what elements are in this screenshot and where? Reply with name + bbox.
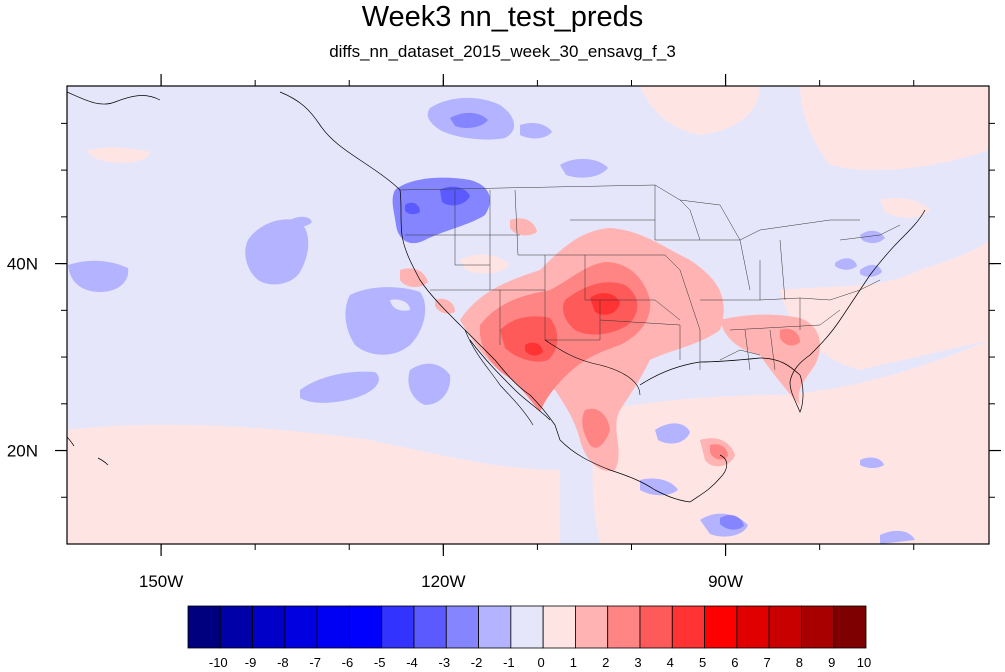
- y-axis-labels: 20N 40N: [7, 255, 38, 461]
- coastlines: [67, 91, 926, 503]
- y-tick-label: 40N: [7, 255, 38, 274]
- very-strong-red-anomalies: [525, 293, 620, 356]
- colorbar-swatch: [187, 605, 221, 649]
- colorbar-label: -8: [277, 655, 289, 670]
- colorbar-label: -3: [439, 655, 451, 670]
- colorbar: -10 -9 -8 -7 -6 -5 -4 -3 -2 -1 0 1 2 3 4 5 6 7 8 9 10: [187, 605, 871, 670]
- colorbar-swatch: [478, 605, 512, 649]
- colorbar-swatch: [510, 605, 544, 649]
- state-borders: [399, 184, 901, 371]
- colorbar-label: -10: [209, 655, 228, 670]
- colorbar-label: -5: [374, 655, 386, 670]
- colorbar-label: -2: [471, 655, 483, 670]
- colorbar-label: 4: [667, 655, 674, 670]
- colorbar-swatch: [704, 605, 738, 649]
- colorbar-swatch: [219, 605, 253, 649]
- x-axis-labels: 150W 120W 90W: [139, 572, 743, 591]
- colorbar-label: 0: [538, 655, 545, 670]
- colorbar-swatch: [542, 605, 576, 649]
- plot-subtitle: diffs_nn_dataset_2015_week_30_ensavg_f_3: [329, 42, 676, 61]
- colorbar-label: -4: [406, 655, 418, 670]
- colorbar-label: 1: [570, 655, 577, 670]
- colorbar-label: 7: [764, 655, 771, 670]
- colorbar-label: -6: [342, 655, 354, 670]
- colorbar-swatch: [639, 605, 673, 649]
- colorbar-label: 6: [731, 655, 738, 670]
- colorbar-label: 2: [602, 655, 609, 670]
- colorbar-label: 3: [634, 655, 641, 670]
- colorbar-label: -9: [245, 655, 257, 670]
- map-frame: [66, 85, 990, 545]
- colorbar-swatch: [445, 605, 479, 649]
- colorbar-label: -1: [503, 655, 515, 670]
- colorbar-swatch: [575, 605, 609, 649]
- colorbar-label: 9: [828, 655, 835, 670]
- colorbar-swatch: [768, 605, 802, 649]
- colorbar-swatch: [801, 605, 835, 649]
- colorbar-label: 10: [857, 655, 871, 670]
- x-tick-label: 120W: [421, 572, 465, 591]
- colorbar-swatch: [671, 605, 705, 649]
- colorbar-swatch: [736, 605, 770, 649]
- colorbar-swatch: [284, 605, 318, 649]
- weak-positive-anomalies: [67, 86, 989, 544]
- mexico-outline: [464, 329, 641, 426]
- colorbar-swatch: [833, 605, 867, 649]
- colorbar-label: 5: [699, 655, 706, 670]
- colorbar-swatch: [381, 605, 415, 649]
- anomaly-field: [67, 86, 989, 544]
- colorbar-swatch: [607, 605, 641, 649]
- x-tick-label: 150W: [139, 572, 183, 591]
- y-tick-label: 20N: [7, 442, 38, 461]
- colorbar-swatch: [316, 605, 350, 649]
- colorbar-swatch: [252, 605, 286, 649]
- axis-ticks: [55, 74, 1001, 556]
- colorbar-swatch: [413, 605, 447, 649]
- colorbar-label: -7: [309, 655, 321, 670]
- x-tick-label: 90W: [708, 572, 743, 591]
- colorbar-label: 8: [796, 655, 803, 670]
- colorbar-swatch: [349, 605, 383, 649]
- plot-title: Week3 nn_test_preds: [361, 1, 644, 33]
